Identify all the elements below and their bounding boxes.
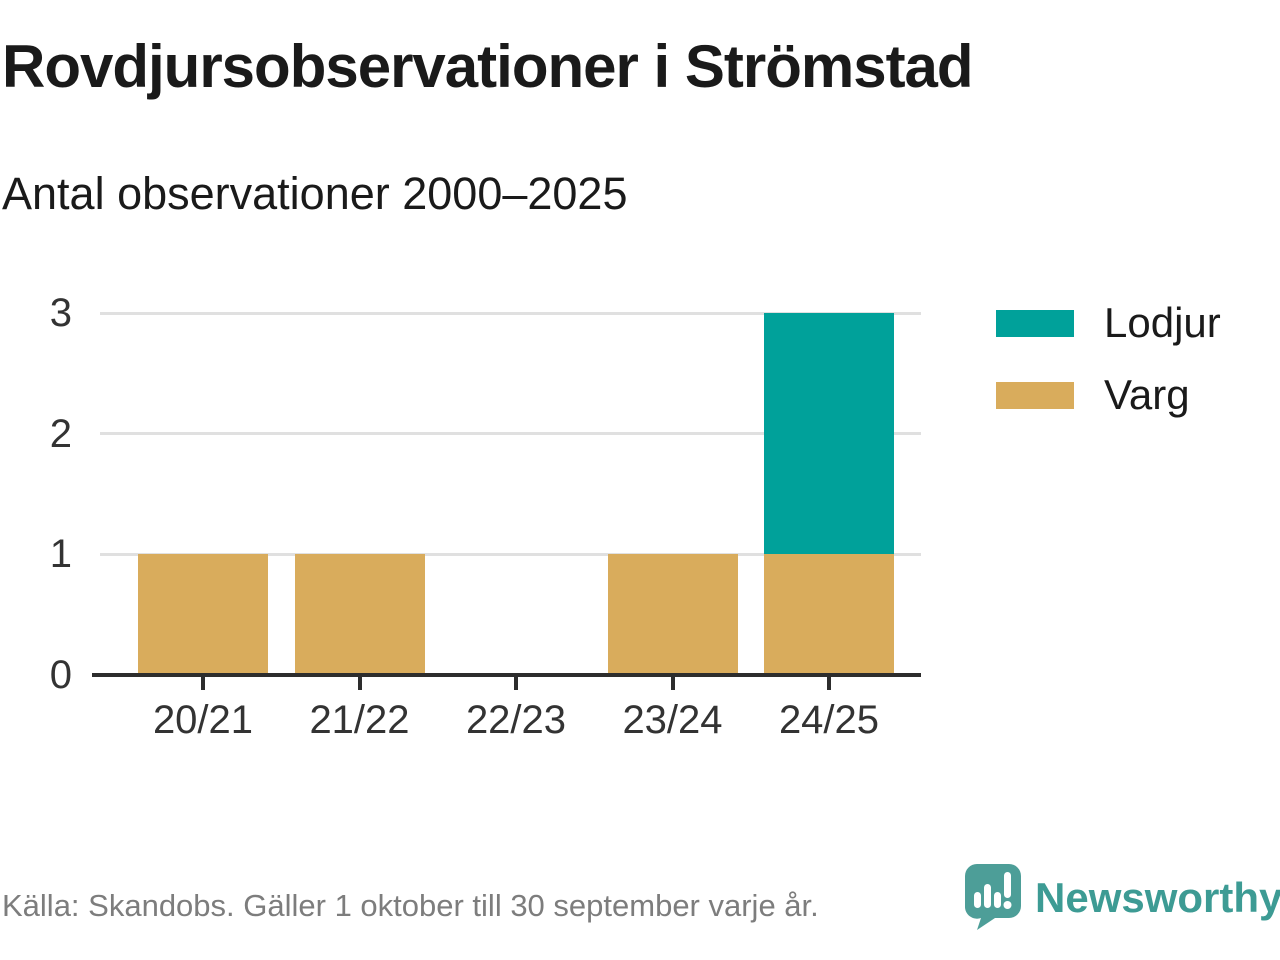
bar-segment-varg [294, 554, 425, 675]
x-tick-mark [670, 677, 675, 690]
y-tick-label: 1 [49, 532, 72, 577]
x-tick-label: 20/21 [152, 698, 254, 742]
x-tick-label: 24/25 [778, 698, 880, 742]
x-tick-label: 21/22 [309, 698, 410, 742]
gridline [100, 311, 921, 315]
x-tick-mark [201, 677, 205, 690]
legend-item-lodjur: Lodjur [996, 302, 1221, 344]
bar-segment-lodjur [764, 313, 894, 555]
x-axis-line [92, 673, 921, 677]
x-tick-label: 23/24 [622, 698, 723, 742]
chart-subtitle: Antal observationer 2000–2025 [2, 168, 628, 219]
newsworthy-logo: Newsworthy [965, 864, 1280, 932]
logo-exclamation-dot [1003, 901, 1012, 909]
logo-exclamation-bar [1004, 872, 1011, 898]
x-tick-label: 22/23 [465, 698, 567, 742]
newsworthy-logo-text: Newsworthy [1035, 874, 1280, 921]
legend-swatch-varg [996, 381, 1074, 409]
gridline [100, 432, 921, 436]
legend: Lodjur Varg [996, 302, 1221, 446]
y-tick-label: 0 [49, 653, 72, 697]
y-tick-label: 2 [49, 411, 72, 456]
legend-label: Varg [1104, 371, 1190, 418]
bar-segment-varg [138, 554, 268, 675]
source-note: Källa: Skandobs. Gäller 1 oktober till 3… [2, 888, 819, 923]
chart-title: Rovdjursobservationer i Strömstad [2, 33, 974, 100]
gridline [100, 552, 921, 556]
logo-bar-3 [994, 892, 1001, 908]
logo-bar-1 [974, 892, 981, 908]
legend-swatch-lodjur [996, 309, 1074, 337]
legend-item-varg: Varg [996, 374, 1221, 416]
x-tick-mark [827, 677, 831, 690]
logo-bar-2 [984, 884, 991, 908]
y-tick-label: 3 [49, 291, 72, 335]
x-tick-mark [357, 677, 362, 690]
bar-segment-varg [764, 554, 894, 675]
bar-segment-varg [607, 554, 738, 675]
x-tick-mark [514, 677, 518, 690]
legend-label: Lodjur [1104, 299, 1221, 346]
newsworthy-logo-icon [965, 864, 1021, 930]
